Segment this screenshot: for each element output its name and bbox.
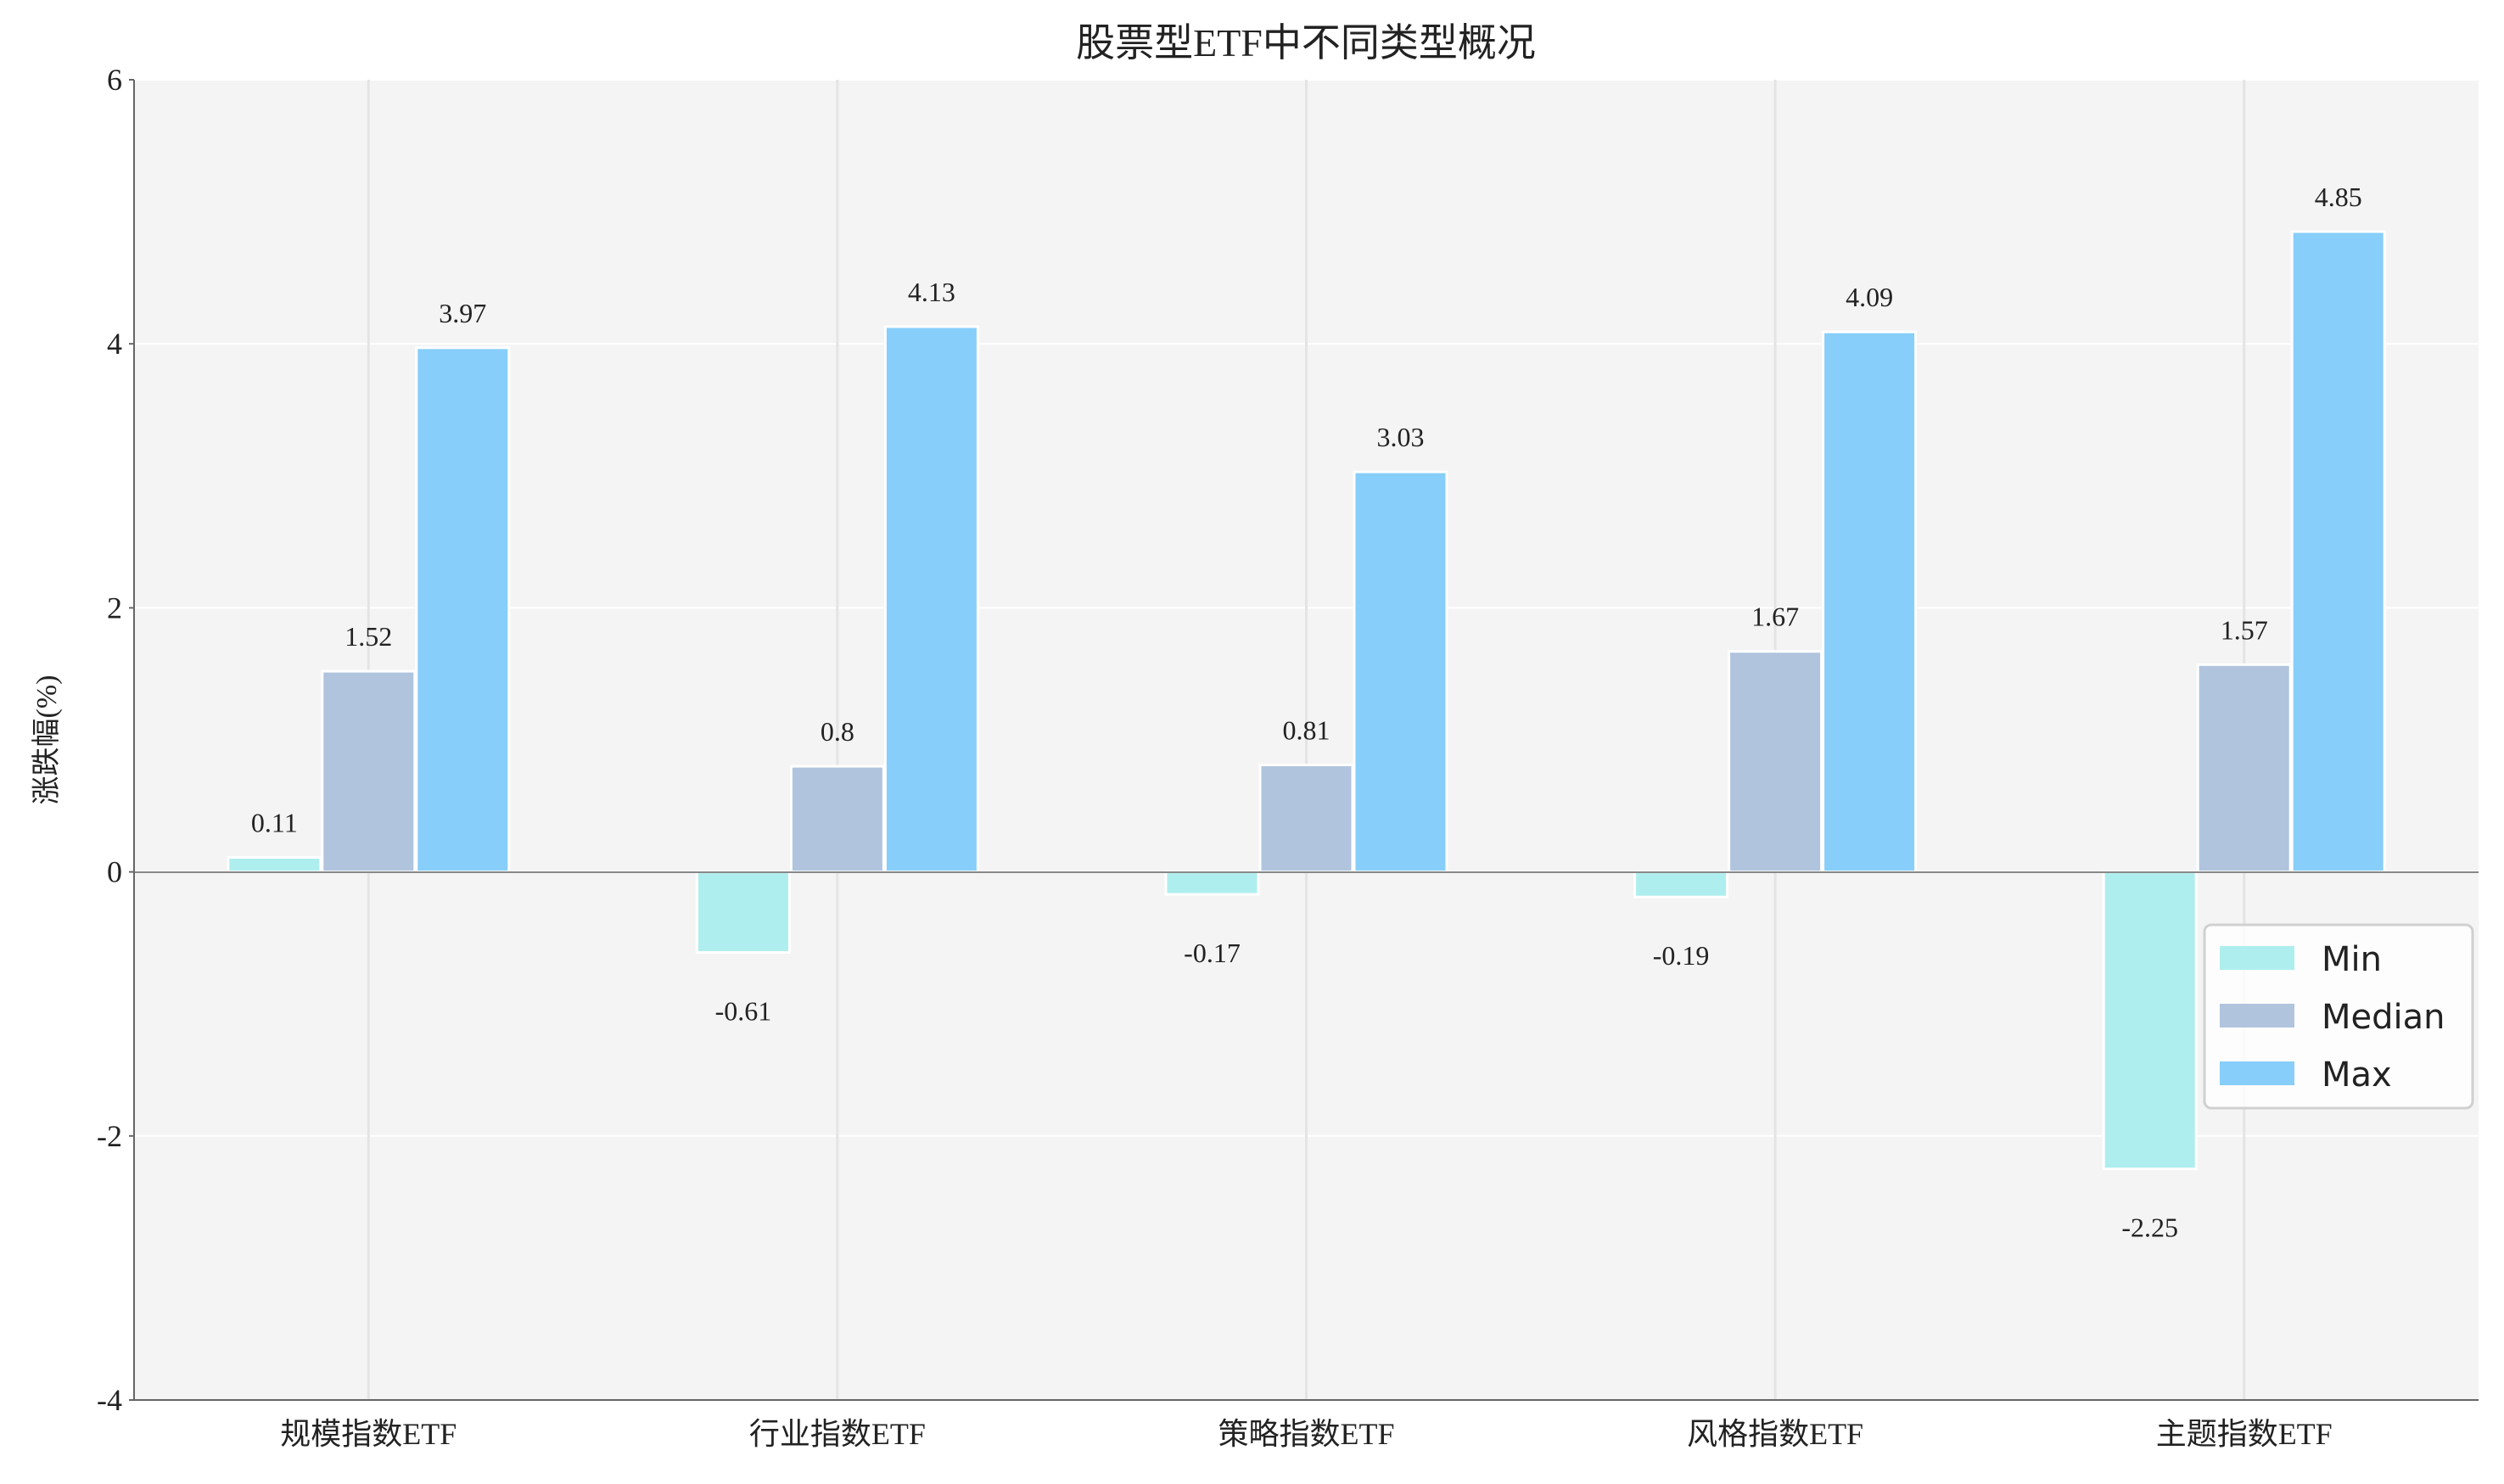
data-label: 0.8 bbox=[821, 716, 854, 747]
y-tick-label: 0 bbox=[107, 855, 122, 889]
data-label: 4.85 bbox=[2315, 182, 2362, 212]
y-tick-label: 2 bbox=[107, 591, 122, 624]
legend-swatch-median bbox=[2220, 1004, 2294, 1028]
legend-label: Min bbox=[2322, 940, 2382, 979]
data-label: 1.52 bbox=[345, 621, 392, 652]
data-label: 1.67 bbox=[1751, 602, 1799, 632]
y-tick-label: 4 bbox=[107, 327, 122, 361]
bar-min bbox=[1164, 871, 1260, 896]
bar-max bbox=[1822, 330, 1918, 874]
x-tick-label: 规模指数ETF bbox=[280, 1417, 457, 1451]
x-tick-label: 策略指数ETF bbox=[1218, 1417, 1394, 1451]
data-label: 4.09 bbox=[1846, 282, 1893, 312]
bar-min bbox=[227, 855, 322, 874]
bar-min bbox=[2102, 871, 2198, 1171]
data-label: 0.81 bbox=[1283, 715, 1330, 746]
legend-label: Max bbox=[2322, 1056, 2392, 1095]
y-tick-label: 6 bbox=[107, 63, 122, 97]
bar-min bbox=[695, 871, 791, 955]
bar-min bbox=[1633, 871, 1729, 899]
bar-median bbox=[321, 669, 417, 874]
x-tick-label: 行业指数ETF bbox=[749, 1417, 926, 1451]
data-label: -2.25 bbox=[2121, 1212, 2178, 1243]
y-tick-label: -4 bbox=[97, 1383, 122, 1417]
data-label: 3.97 bbox=[439, 298, 486, 328]
data-label: -0.19 bbox=[1653, 940, 1710, 971]
legend-swatch-min bbox=[2220, 946, 2294, 970]
data-label: 3.03 bbox=[1377, 422, 1425, 452]
bar-max bbox=[2290, 230, 2386, 874]
legend: Min Median Max bbox=[2203, 923, 2474, 1110]
x-tick-label: 风格指数ETF bbox=[1687, 1417, 1863, 1451]
chart-title: 股票型ETF中不同类型概况 bbox=[1076, 21, 1536, 64]
x-tick-label: 主题指数ETF bbox=[2156, 1417, 2333, 1451]
bar-max bbox=[883, 325, 979, 874]
bar-median bbox=[2196, 663, 2292, 874]
bar-median bbox=[1728, 650, 1823, 874]
data-label: -0.17 bbox=[1184, 938, 1241, 968]
data-label: 0.11 bbox=[251, 807, 298, 837]
legend-swatch-max bbox=[2220, 1061, 2294, 1085]
bar-max bbox=[1353, 470, 1448, 874]
data-label: 1.57 bbox=[2221, 614, 2268, 645]
y-tick-label: -2 bbox=[97, 1119, 122, 1153]
data-label: 4.13 bbox=[908, 277, 955, 307]
bar-max bbox=[415, 346, 511, 874]
legend-label: Median bbox=[2322, 998, 2445, 1037]
data-label: -0.61 bbox=[715, 996, 772, 1027]
y-axis-label: 涨跌幅(%) bbox=[31, 675, 63, 805]
bar-median bbox=[1258, 764, 1354, 874]
bar-median bbox=[789, 764, 885, 874]
